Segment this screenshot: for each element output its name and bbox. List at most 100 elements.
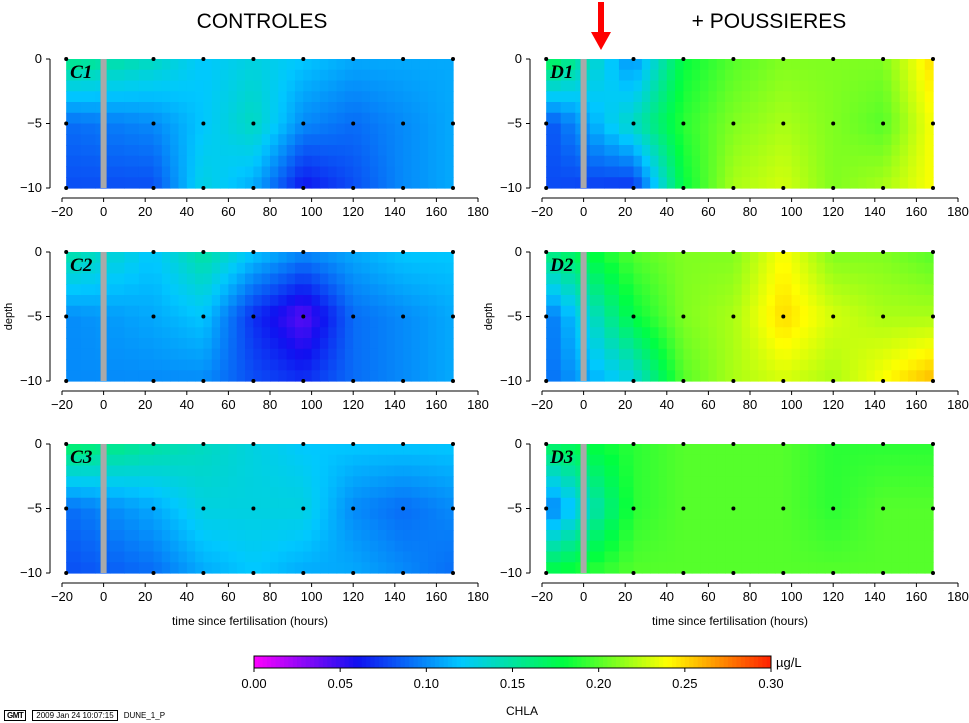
heat-cell [411,102,421,114]
heat-cell [666,487,676,499]
heat-cell [650,69,660,82]
heat-cell [186,284,196,296]
heat-cell [394,112,404,125]
y-tick-label: −10 [20,373,42,388]
heat-cell [799,465,809,477]
sample-point [931,250,935,254]
heat-cell [589,112,605,125]
heat-cell [236,69,246,82]
heat-cell [286,252,296,264]
heat-cell [328,305,338,318]
heat-cell [220,338,229,350]
x-tick-label: 60 [701,589,715,604]
heat-cell [245,284,254,296]
heat-cell [750,519,759,531]
heat-cell [858,145,868,157]
heat-cell [403,497,413,510]
heat-cell [369,295,379,307]
heat-cell [245,551,254,563]
y-axis-title: depth [483,303,495,331]
heat-cell [394,348,404,361]
heat-cell [344,273,354,285]
heat-cell [138,284,155,296]
heat-cell [916,134,926,146]
heat-cell [633,508,643,520]
heat-cell [633,497,643,510]
heat-cell [378,284,388,296]
heat-cell [286,444,296,456]
heat-cell [394,166,404,178]
heat-cell [278,487,288,499]
heat-cell [203,273,213,285]
heat-cell [546,134,562,146]
heat-cell [138,316,155,328]
heat-cell [691,80,701,92]
x-tick-label: 0 [100,397,107,412]
heat-cell [808,530,818,542]
heat-cell [766,316,776,328]
heat-cell [916,177,926,189]
heat-cell [849,444,859,456]
sample-point [781,250,786,254]
colorbar-cell [641,656,647,668]
heat-cell [816,476,826,488]
heat-cell [725,69,734,82]
heat-cell [378,273,388,285]
heat-cell [394,454,404,467]
heat-cell [153,91,163,103]
heat-cell [353,91,363,103]
heat-cell [270,519,279,531]
heat-cell [683,370,693,382]
heat-cell [153,295,163,307]
heat-cell [394,465,404,477]
heat-cell [353,562,363,574]
heat-cell [444,305,454,318]
heat-cell [286,166,296,178]
heat-cell [924,508,934,520]
heat-cell [361,145,371,157]
heat-cell [386,465,396,477]
heat-cell [874,80,884,92]
heat-cell [369,102,379,114]
heat-cell [883,316,893,328]
heat-cell [245,476,254,488]
heat-cell [109,316,125,328]
heat-cell [666,348,676,361]
heat-cell [286,112,296,125]
heat-cell [916,69,926,82]
heat-cell [916,262,926,275]
heat-cell [683,338,693,350]
heat-cell [428,370,437,382]
heat-cell [353,295,363,307]
heat-cell [444,370,454,382]
colorbar-cell [658,656,664,668]
heat-cell [783,262,793,275]
heat-cell [841,112,851,125]
heat-cell [311,166,321,178]
x-tick-label: 20 [618,204,632,219]
heat-cell [436,338,446,350]
heat-cell [766,530,776,542]
heat-cell [916,454,926,467]
y-tick-label: 0 [515,244,522,259]
axes: 0−5−10−20 0 20 40 60 80 100 120 140 160 180 [500,51,969,219]
heat-cell [691,284,701,296]
heat-cell [286,262,296,275]
heat-cell [286,145,296,157]
fertilisation-marker [100,59,107,188]
heat-cell [799,273,809,285]
heat-cell [386,562,396,574]
heat-cell [228,177,238,189]
heat-cell [874,454,884,467]
heat-cell [766,59,776,71]
heat-cell [824,348,834,361]
heat-cell [311,476,321,488]
heat-cell [658,316,668,328]
heat-cell [808,476,818,488]
heat-cell [319,155,329,168]
sample-point [681,506,686,511]
heat-cell [750,465,759,477]
heat-cell [294,530,304,542]
heat-cell [924,252,934,264]
heat-cell [791,562,801,574]
